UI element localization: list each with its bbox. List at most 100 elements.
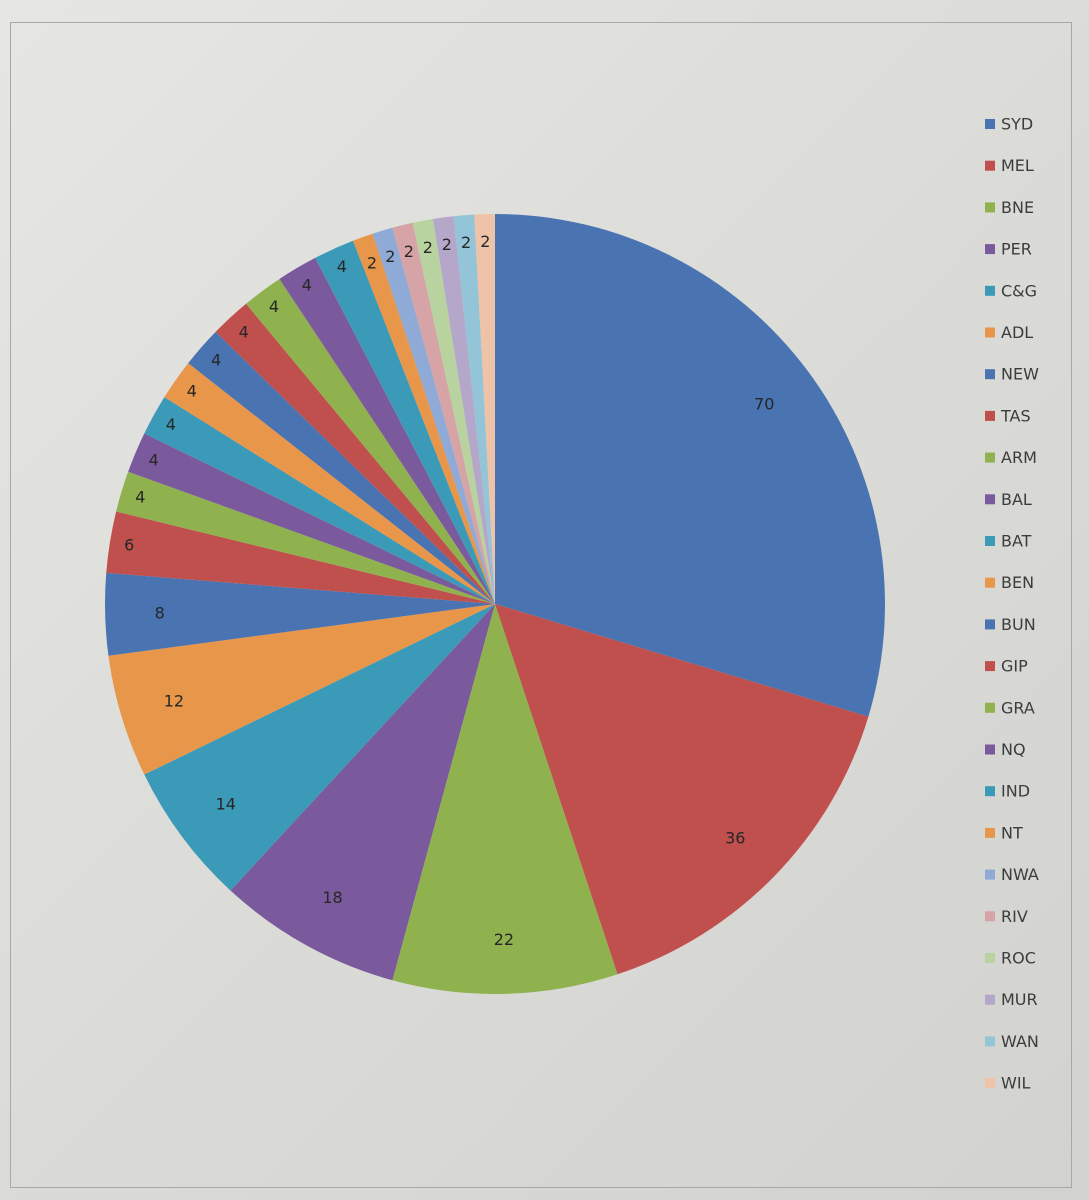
pie-slice-ben [164, 363, 495, 604]
data-label-syd: 70 [754, 395, 774, 414]
legend-swatch-riv [985, 911, 995, 922]
legend-label-ben: BEN [1001, 573, 1034, 592]
pie-slice-ind [315, 240, 495, 604]
pie-slice-mur [432, 216, 495, 604]
legend-item-ind: IND [985, 782, 1030, 801]
legend-item-syd: SYD [985, 115, 1033, 134]
pie-slice-arm [116, 471, 495, 604]
legend-swatch-ben [985, 577, 995, 588]
legend-item-wil: WIL [985, 1074, 1031, 1093]
legend-item-nq: NQ [985, 740, 1026, 759]
legend-label-nq: NQ [1001, 740, 1026, 759]
legend-swatch-arm [985, 452, 995, 463]
legend-label-bal: BAL [1001, 490, 1032, 509]
legend-item-candg: C&G [985, 281, 1037, 300]
legend-item-bal: BAL [985, 490, 1032, 509]
data-label-ben: 4 [187, 382, 197, 401]
legend-label-wil: WIL [1001, 1074, 1031, 1093]
pie-slice-gip [215, 303, 495, 604]
data-label-new: 8 [155, 603, 165, 622]
legend-item-riv: RIV [985, 907, 1028, 926]
data-label-candg: 14 [216, 795, 236, 814]
legend-item-bun: BUN [985, 615, 1036, 634]
pie-slice-bat [144, 397, 495, 604]
legend-item-bat: BAT [985, 532, 1032, 551]
data-label-wan: 2 [461, 233, 471, 252]
pie-slice-wan [453, 214, 495, 605]
pie-slice-nwa [372, 227, 495, 605]
legend-swatch-candg [985, 285, 995, 296]
legend-item-mur: MUR [985, 990, 1038, 1009]
pie-slice-bne [392, 604, 618, 995]
legend-label-wan: WAN [1001, 1032, 1039, 1051]
legend-item-nwa: NWA [985, 865, 1039, 884]
legend-item-per: PER [985, 240, 1032, 259]
legend-swatch-mur [985, 994, 995, 1005]
legend-label-mur: MUR [1001, 990, 1038, 1009]
legend-label-ind: IND [1001, 782, 1030, 801]
legend-item-arm: ARM [985, 448, 1037, 467]
pie-slice-riv [392, 222, 495, 604]
pie-slice-nq [279, 257, 495, 604]
legend-item-ben: BEN [985, 573, 1034, 592]
legend-swatch-nq [985, 744, 995, 755]
pie-slices [104, 214, 885, 995]
legend-label-new: NEW [1001, 365, 1039, 384]
legend-label-nwa: NWA [1001, 865, 1039, 884]
legend-swatch-wan [985, 1036, 995, 1047]
legend-label-arm: ARM [1001, 448, 1037, 467]
data-label-roc: 2 [423, 238, 433, 257]
chart-frame [10, 22, 1072, 1188]
legend-swatch-gip [985, 661, 995, 672]
legend-swatch-gra [985, 702, 995, 713]
legend-label-bne: BNE [1001, 198, 1034, 217]
legend: SYD MEL BNE PER C&G ADL NEW TAS ARM BAL BAT BEN BUN G… [985, 115, 1039, 1093]
legend-item-gip: GIP [985, 657, 1028, 676]
legend-item-adl: ADL [985, 323, 1033, 342]
legend-label-nt: NT [1001, 823, 1023, 842]
pie-slice-bal [128, 433, 495, 604]
legend-swatch-roc [985, 953, 995, 963]
data-label-nq: 4 [302, 275, 312, 294]
legend-swatch-mel [985, 160, 995, 171]
data-label-gra: 4 [269, 297, 279, 316]
legend-item-wan: WAN [985, 1032, 1039, 1051]
legend-swatch-ind [985, 786, 995, 797]
data-label-adl: 12 [164, 691, 184, 710]
legend-label-mel: MEL [1001, 156, 1034, 175]
data-label-bal: 4 [149, 450, 159, 469]
pie-slice-candg [144, 604, 495, 891]
data-label-wil: 2 [480, 232, 490, 251]
legend-swatch-adl [985, 327, 995, 338]
pie-slice-new [104, 572, 496, 656]
legend-swatch-bal [985, 494, 995, 505]
legend-item-new: NEW [985, 365, 1039, 384]
legend-label-gip: GIP [1001, 657, 1028, 676]
legend-swatch-tas [985, 410, 995, 421]
legend-label-adl: ADL [1001, 323, 1033, 342]
legend-swatch-syd [985, 119, 995, 129]
pie-slice-mel [495, 604, 869, 975]
data-label-mel: 36 [725, 829, 745, 848]
data-label-bne: 22 [494, 930, 514, 949]
legend-label-gra: GRA [1001, 698, 1035, 717]
pie-slice-tas [106, 511, 496, 604]
data-label-arm: 4 [135, 488, 145, 507]
data-label-bun: 4 [211, 351, 221, 370]
pie-slice-nt [352, 233, 495, 605]
legend-label-bun: BUN [1001, 615, 1036, 634]
legend-swatch-new [985, 369, 995, 380]
legend-label-per: PER [1001, 240, 1032, 259]
data-label-gip: 4 [239, 322, 249, 341]
data-label-tas: 6 [124, 536, 134, 555]
legend-item-mel: MEL [985, 156, 1034, 175]
legend-swatch-bun [985, 619, 995, 630]
data-label-mur: 2 [442, 235, 452, 254]
legend-label-syd: SYD [1001, 115, 1033, 134]
legend-item-gra: GRA [985, 698, 1035, 717]
pie-slice-adl [108, 604, 495, 775]
legend-swatch-nt [985, 827, 995, 838]
data-label-ind: 4 [337, 257, 347, 276]
